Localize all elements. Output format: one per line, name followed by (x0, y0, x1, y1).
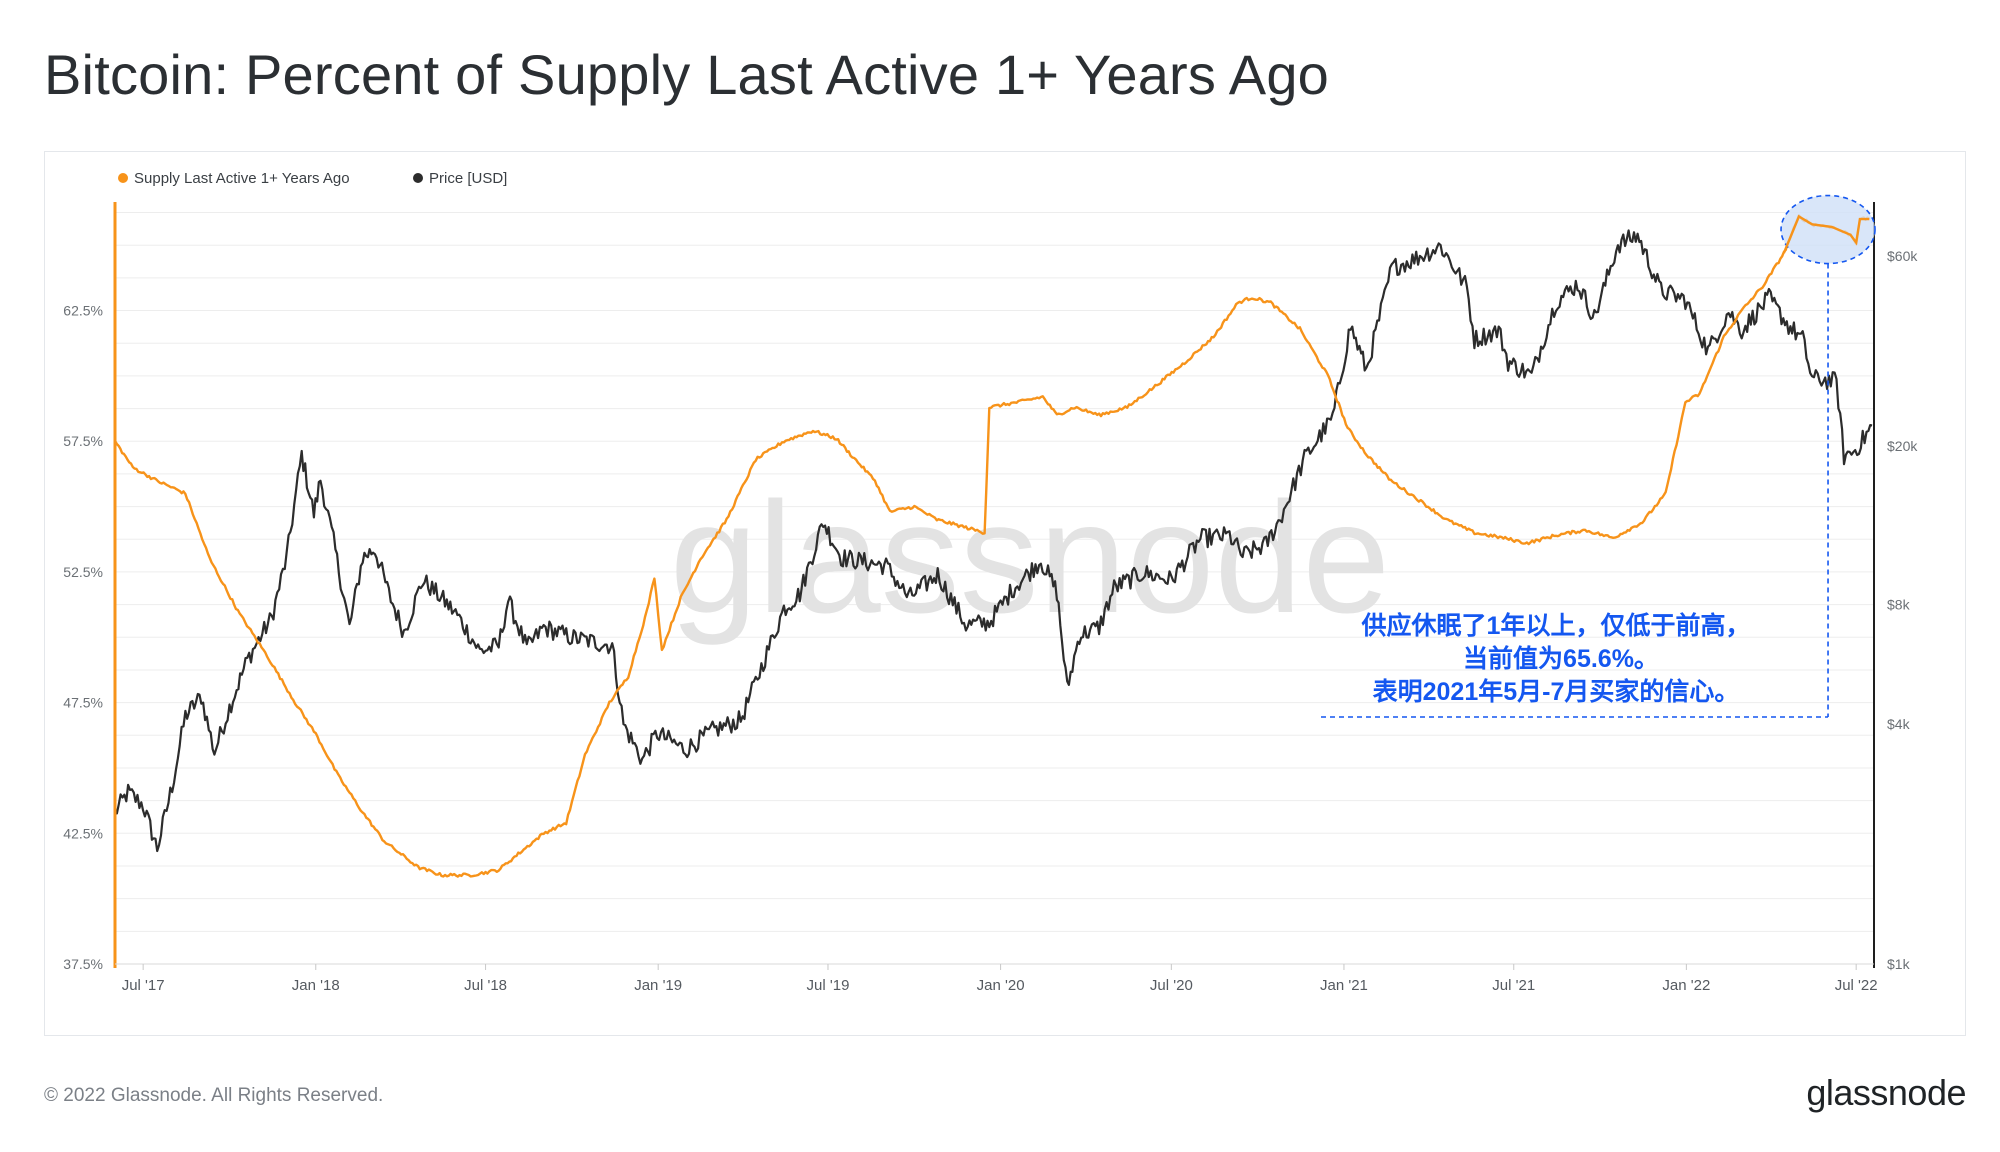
legend-swatch-price (413, 173, 423, 183)
axes-layer: 37.5% 42.5% 47.5% 52.5% 57.5% 62.5% $1k $4k $8k $… (63, 202, 1918, 994)
y-left-tick-label: 47.5% (63, 695, 103, 711)
x-tick-label: Jul '19 (807, 977, 850, 994)
annotation-text-line: 当前值为65.6%。 (1463, 644, 1659, 673)
x-tick-label: Jan '21 (1320, 977, 1368, 994)
glassnode-logo[interactable]: glassnode (1806, 1072, 1966, 1113)
x-tick-label: Jan '20 (977, 977, 1025, 994)
y-left-tick-label: 42.5% (63, 825, 103, 841)
legend: Supply Last Active 1+ Years Ago Price [US… (118, 170, 507, 187)
supply-series-tail (1782, 214, 1870, 254)
x-tick-label: Jul '21 (1492, 977, 1535, 994)
y-right-tick-label: $4k (1887, 716, 1911, 732)
x-tick-label: Jul '17 (122, 977, 165, 994)
supply-series-line (113, 214, 1871, 878)
y-right-tick-label: $8k (1887, 596, 1911, 612)
series-layer (113, 214, 1873, 878)
annotation-layer: 供应休眠了1年以上，仅低于前高， 当前值为65.6%。表明2021年5月-7月买家… (1321, 194, 1876, 718)
annotation-text-line: 表明2021年5月-7月买家的信心。 (1373, 677, 1740, 706)
y-left-tick-label: 57.5% (63, 433, 103, 449)
y-left-tick-label: 37.5% (63, 956, 103, 972)
price-series-line (114, 229, 1873, 853)
legend-swatch-supply (118, 173, 128, 183)
chart: glassnode 37.5% 42.5% 47.5% 52.5% 57.5% 62.5%… (63, 170, 1918, 994)
page-title: Bitcoin: Percent of Supply Last Active 1… (44, 43, 1330, 106)
chart-frame: glassnode 37.5% 42.5% 47.5% 52.5% 57.5% 62.5%… (44, 151, 1966, 1036)
legend-label-price: Price [USD] (429, 170, 507, 187)
x-tick-label: Jul '20 (1150, 977, 1193, 994)
y-left-tick-label: 52.5% (63, 564, 103, 580)
watermark-layer: glassnode (670, 470, 1390, 646)
annotation-text-line: 供应休眠了1年以上，仅低于前高， (1361, 611, 1751, 640)
x-tick-label: Jan '18 (292, 977, 340, 994)
copyright: © 2022 Glassnode. All Rights Reserved. (44, 1085, 384, 1106)
watermark: glassnode (670, 470, 1390, 646)
y-right-tick-label: $20k (1887, 438, 1918, 454)
grid (115, 212, 1874, 965)
x-tick-label: Jan '22 (1662, 977, 1710, 994)
y-right-tick-label: $60k (1887, 248, 1918, 264)
highlight-ellipse (1780, 194, 1876, 265)
legend-label-supply: Supply Last Active 1+ Years Ago (134, 170, 350, 187)
x-tick-label: Jul '18 (464, 977, 507, 994)
y-right-tick-label: $1k (1887, 956, 1911, 972)
x-tick-label: Jul '22 (1835, 977, 1878, 994)
x-tick-label: Jan '19 (634, 977, 682, 994)
y-left-tick-label: 62.5% (63, 303, 103, 319)
